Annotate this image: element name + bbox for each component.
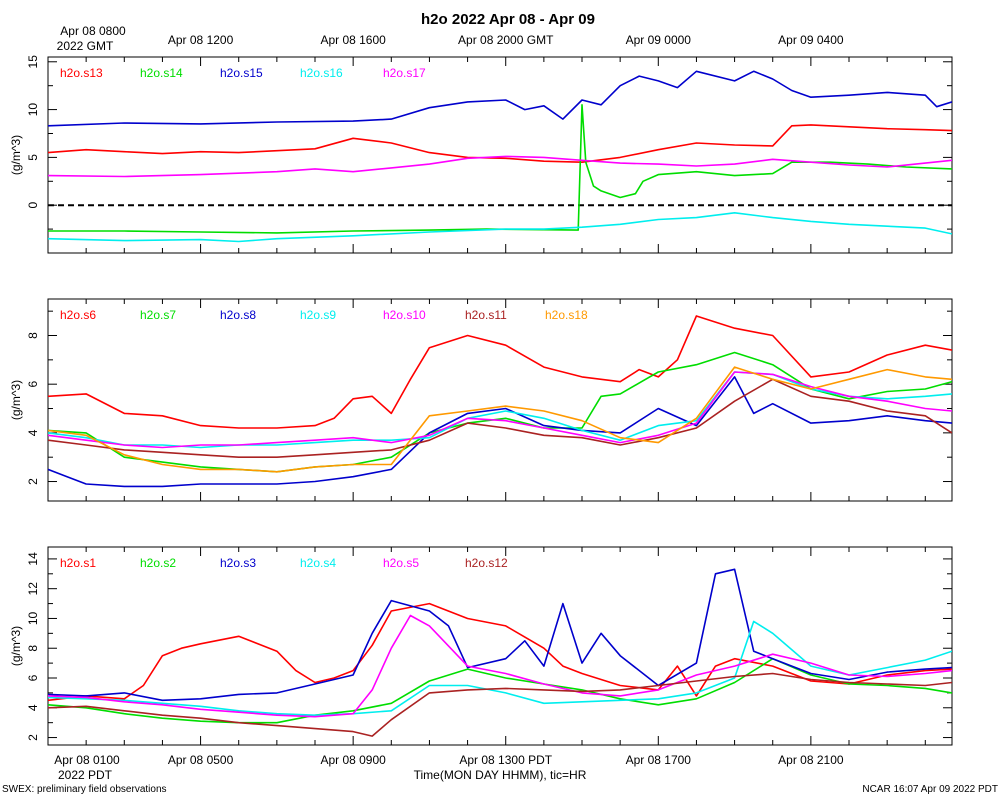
y-tick-label: 2 — [26, 734, 40, 741]
gmt-tick-labels: Apr 08 1200 Apr 08 1600 Apr 08 2000 GMT Apr… — [168, 33, 844, 47]
series-line-h2o-s18 — [48, 366, 952, 473]
y-tick-label: 10 — [26, 103, 40, 117]
pdt-tick-label: Apr 08 1700 — [626, 753, 692, 767]
series-line-h2o-s11 — [48, 378, 952, 458]
legend-h2o-s1: h2o.s1 — [60, 556, 96, 570]
y-tick-label: 8 — [26, 332, 40, 339]
legend-h2o-s9: h2o.s9 — [300, 308, 336, 322]
pdt-first-tick-label: Apr 08 0100 — [54, 753, 120, 767]
plot-frame — [47, 298, 953, 502]
y-tick-label: 6 — [26, 674, 40, 681]
legend-h2o-s2: h2o.s2 — [140, 556, 176, 570]
series-line-h2o-s17 — [48, 155, 952, 178]
plot-frame — [47, 56, 953, 254]
x-axis-label: Time(MON DAY HHMM), tic=HR — [414, 768, 587, 782]
series-line-h2o-s4 — [48, 620, 952, 716]
pdt-tick-label: Apr 08 2100 — [778, 753, 844, 767]
legend-h2o-s12: h2o.s12 — [465, 556, 508, 570]
series-line-h2o-s16 — [48, 212, 952, 243]
y-tick-label: 8 — [26, 645, 40, 652]
legend-h2o-s6: h2o.s6 — [60, 308, 96, 322]
legend-h2o-s13: h2o.s13 — [60, 66, 103, 80]
gmt-tick-label: Apr 08 2000 GMT — [458, 33, 554, 47]
panel-1: 0 5 10 15 (g/m^3) h2o.s13 h2o.s14 h2o.s15 h2o.s1… — [9, 55, 953, 254]
y-tick-label: 14 — [26, 552, 40, 566]
pdt-year-label: 2022 PDT — [58, 768, 113, 782]
pdt-tick-label: Apr 08 0500 — [168, 753, 234, 767]
series-group — [48, 568, 952, 737]
series-line-h2o-s3 — [48, 568, 952, 702]
y-tick-label: 0 — [26, 202, 40, 209]
series-line-h2o-s5 — [48, 614, 952, 718]
y-tick-label: 6 — [26, 381, 40, 388]
y-axis-label: (g/m^3) — [9, 380, 23, 420]
y-axis-label: (g/m^3) — [9, 135, 23, 175]
legend-h2o-s3: h2o.s3 — [220, 556, 256, 570]
series-line-h2o-s14 — [48, 104, 952, 234]
series-group — [48, 70, 952, 243]
legend-h2o-s15: h2o.s15 — [220, 66, 263, 80]
legend-h2o-s5: h2o.s5 — [383, 556, 419, 570]
y-tick-label: 10 — [26, 611, 40, 625]
series-group — [48, 315, 952, 488]
y-tick-label: 4 — [26, 429, 40, 436]
y-tick-label: 4 — [26, 704, 40, 711]
y-axis-label: (g/m^3) — [9, 626, 23, 666]
series-line-h2o-s15 — [48, 70, 952, 127]
chart-title: h2o 2022 Apr 08 - Apr 09 — [421, 11, 595, 28]
gmt-tick-label: Apr 09 0400 — [778, 33, 844, 47]
gmt-year-label: 2022 GMT — [57, 39, 114, 53]
series-line-h2o-s7 — [48, 351, 952, 473]
footer-right: NCAR 16:07 Apr 09 2022 PDT — [862, 784, 998, 795]
gmt-tick-label: Apr 08 1200 — [168, 33, 234, 47]
y-tick-label: 5 — [26, 154, 40, 161]
legend-h2o-s7: h2o.s7 — [140, 308, 176, 322]
legend-h2o-s11: h2o.s11 — [465, 308, 507, 322]
plot-frame — [47, 546, 953, 746]
legend-h2o-s18: h2o.s18 — [545, 308, 588, 322]
series-line-h2o-s2 — [48, 657, 952, 724]
series-line-h2o-s12 — [48, 672, 952, 737]
footer-left: SWEX: preliminary field observations — [2, 784, 167, 795]
legend-h2o-s14: h2o.s14 — [140, 66, 183, 80]
legend-h2o-s17: h2o.s17 — [383, 66, 426, 80]
pdt-tick-label: Apr 08 0900 — [320, 753, 386, 767]
series-line-h2o-s8 — [48, 376, 952, 488]
gmt-first-tick-label: Apr 08 0800 — [60, 24, 126, 38]
gmt-tick-label: Apr 09 0000 — [626, 33, 692, 47]
legend-h2o-s16: h2o.s16 — [300, 66, 343, 80]
gmt-tick-label: Apr 08 1600 — [320, 33, 386, 47]
panel-2: 2 4 6 8 (g/m^3) h2o.s6 h2o.s7 h2o.s8 h2o.s9 h2o.s… — [9, 298, 953, 502]
series-line-h2o-s1 — [48, 602, 952, 702]
y-tick-label: 15 — [26, 55, 40, 69]
series-line-h2o-s6 — [48, 315, 952, 429]
y-tick-label: 12 — [26, 582, 40, 596]
series-line-h2o-s10 — [48, 371, 952, 449]
pdt-tick-labels: Apr 08 0500 Apr 08 0900 Apr 08 1300 PDT Apr… — [168, 753, 844, 767]
legend-h2o-s10: h2o.s10 — [383, 308, 426, 322]
pdt-tick-label: Apr 08 1300 PDT — [459, 753, 552, 767]
series-line-h2o-s13 — [48, 124, 952, 163]
y-tick-label: 2 — [26, 478, 40, 485]
legend-h2o-s8: h2o.s8 — [220, 308, 256, 322]
legend-h2o-s4: h2o.s4 — [300, 556, 336, 570]
panel-3: 2 4 6 8 10 12 14 (g/m^3) h2o.s1 h2o.s2 h2o.s3 h2o.s… — [9, 546, 953, 746]
